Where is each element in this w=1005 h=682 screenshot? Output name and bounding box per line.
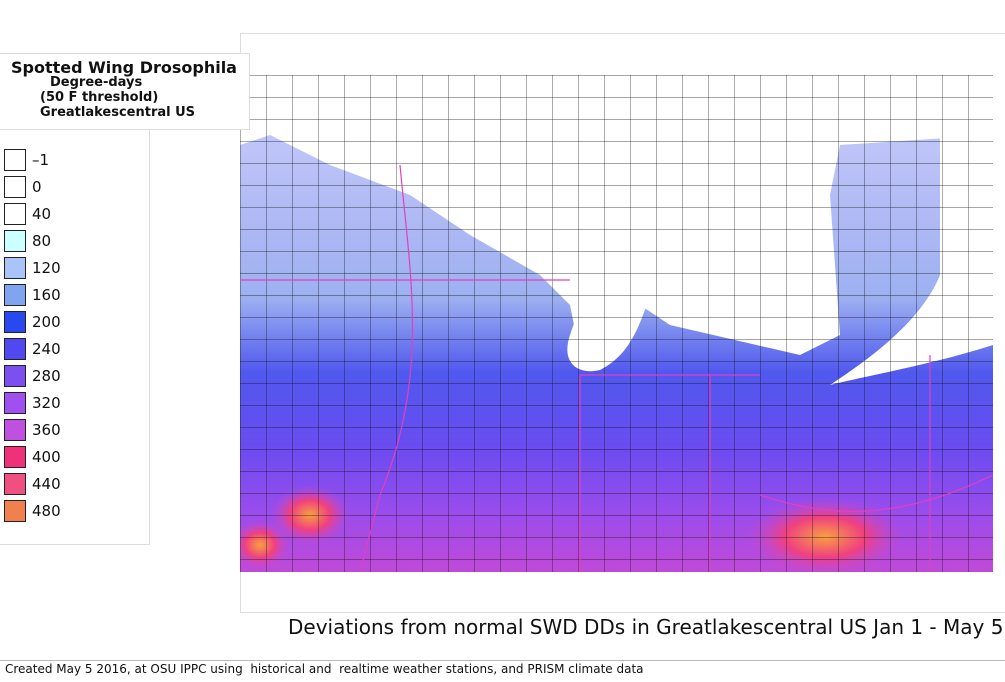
legend-label: 0 [32, 178, 42, 196]
legend-label: 160 [32, 286, 61, 304]
legend-swatch [4, 203, 26, 225]
legend-label: 320 [32, 394, 61, 412]
legend-swatch [4, 392, 26, 414]
legend-swatch [4, 446, 26, 468]
footer: Created May 5 2016, at OSU IPPC using hi… [5, 662, 644, 676]
caption: Deviations from normal SWD DDs in Greatl… [288, 615, 1005, 639]
legend-swatch [4, 419, 26, 441]
legend-swatch [4, 230, 26, 252]
map [240, 75, 993, 572]
title-line: Spotted Wing Drosophila [11, 58, 237, 77]
legend-label: 280 [32, 367, 61, 385]
legend-label: 40 [32, 205, 52, 223]
legend-label: 120 [32, 259, 61, 277]
legend-swatch [4, 473, 26, 495]
legend-label: 400 [32, 448, 61, 466]
legend-swatch [4, 176, 26, 198]
legend-swatch [4, 284, 26, 306]
legend-label: 440 [32, 475, 61, 493]
legend-label: 360 [32, 421, 61, 439]
legend-swatch [4, 311, 26, 333]
legend-label: 480 [32, 502, 61, 520]
title-line: Greatlakescentral US [40, 105, 196, 120]
legend: –1 0 40 80 120 160 200 240 280 320 360 400 440 480 [0, 130, 150, 545]
legend-label: 200 [32, 313, 61, 331]
title-box: Spotted Wing Drosophila Degree-days (50 … [0, 53, 250, 130]
legend-swatch [4, 500, 26, 522]
legend-swatch [4, 257, 26, 279]
legend-label: 80 [32, 232, 52, 250]
legend-label: 240 [32, 340, 61, 358]
legend-swatch [4, 149, 26, 171]
legend-label: –1 [32, 151, 50, 169]
legend-swatch [4, 365, 26, 387]
legend-swatch [4, 338, 26, 360]
title-line: (50 F threshold) [40, 90, 159, 105]
title-line: Degree-days [50, 75, 143, 90]
divider [0, 660, 1005, 661]
